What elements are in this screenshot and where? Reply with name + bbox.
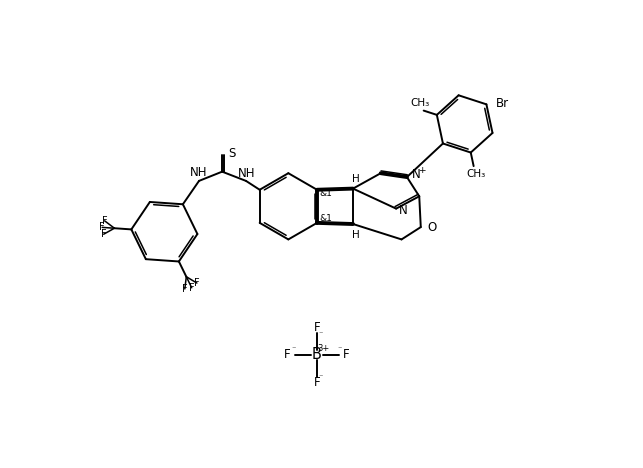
Text: CH₃: CH₃ (410, 98, 430, 108)
Text: F: F (314, 376, 320, 389)
Text: CH₃: CH₃ (466, 169, 485, 179)
Text: ⁻: ⁻ (338, 344, 342, 353)
Text: Br: Br (496, 97, 509, 110)
Text: F: F (182, 284, 188, 294)
Text: N: N (399, 205, 407, 218)
Text: F: F (101, 229, 107, 239)
Text: F: F (99, 222, 105, 233)
Text: 3+: 3+ (318, 344, 330, 353)
Text: F: F (284, 348, 291, 361)
Text: NH: NH (238, 167, 255, 180)
Text: F: F (189, 283, 195, 293)
Text: B: B (312, 347, 322, 362)
Text: ⁻: ⁻ (318, 329, 323, 338)
Text: NH: NH (190, 166, 207, 179)
Text: F: F (102, 216, 107, 226)
Text: H: H (352, 174, 360, 183)
Text: S: S (228, 147, 235, 161)
Text: F: F (314, 321, 320, 334)
Text: ⁻: ⁻ (318, 372, 323, 381)
Text: &1: &1 (319, 214, 332, 223)
Text: N: N (412, 168, 421, 181)
Text: +: + (418, 166, 425, 175)
Text: F: F (194, 278, 200, 288)
Text: O: O (427, 220, 436, 234)
Text: F: F (343, 348, 349, 361)
Text: H: H (352, 230, 360, 240)
Text: &1: &1 (319, 189, 332, 198)
Text: ⁻: ⁻ (291, 344, 296, 353)
